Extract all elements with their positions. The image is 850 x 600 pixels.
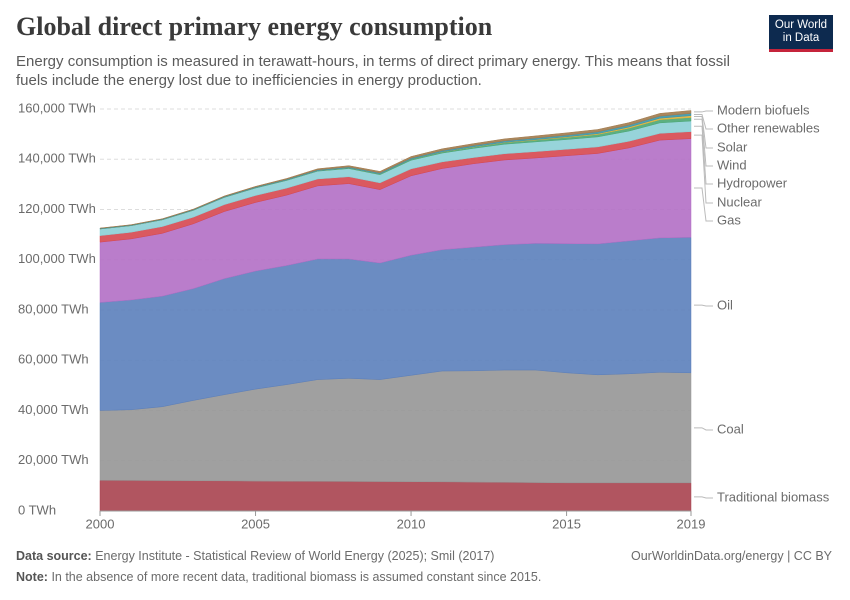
label-connector [694,114,713,130]
y-tick-label: 100,000 TWh [18,251,96,266]
series-label: Nuclear [717,194,762,209]
series-label: Solar [717,139,748,154]
series-label: Gas [717,212,741,227]
x-tick-label: 2010 [397,516,426,531]
note: Note: In the absence of more recent data… [16,570,541,584]
y-tick-label: 40,000 TWh [18,402,89,417]
y-tick-label: 120,000 TWh [18,201,96,216]
series-label: Coal [717,421,744,436]
series-label: Wind [717,157,747,172]
series-label: Other renewables [717,120,820,135]
y-tick-label: 140,000 TWh [18,151,96,166]
area [99,480,692,512]
logo-line: in Data [782,32,820,44]
logo[interactable]: Our World in Data [769,15,833,52]
area [99,110,692,229]
source: Data source: Energy Institute - Statisti… [16,549,494,563]
title: Global direct primary energy consumption [16,12,493,41]
x-tick-label: 2015 [552,516,581,531]
x-tick-label: 2000 [86,516,115,531]
series-label: Traditional biomass [717,489,830,504]
note-text: In the absence of more recent data, trad… [51,570,542,584]
label-connector [694,496,713,499]
label-connector [694,427,713,431]
label-connector [694,116,713,149]
label-connector [694,125,713,185]
logo-line: Our World [774,19,828,31]
subtitle: Energy consumption is measured in terawa… [16,53,730,89]
series-label: Oil [717,297,733,312]
url[interactable]: OurWorldinData.org/energy | CC BY [630,549,832,563]
y-tick-label: 160,000 TWh [18,100,96,115]
note-label: Note: [16,570,48,584]
label-connector [694,110,713,113]
source-text: Energy Institute - Statistical Review of… [95,549,495,563]
label-connector [694,118,713,167]
y-tick-label: 0 TWh [18,502,56,517]
label-connector [694,187,713,222]
series-label: Modern biofuels [717,102,810,117]
x-tick-label: 2005 [241,516,270,531]
label-connector [694,134,713,204]
y-tick-label: 60,000 TWh [18,352,89,367]
x-tick-label: 2019 [677,516,706,531]
y-tick-label: 80,000 TWh [18,301,89,316]
label-connector [694,304,713,307]
series-label: Hydropower [717,175,788,190]
y-tick-label: 20,000 TWh [18,452,89,467]
source-label: Data source: [16,549,92,563]
